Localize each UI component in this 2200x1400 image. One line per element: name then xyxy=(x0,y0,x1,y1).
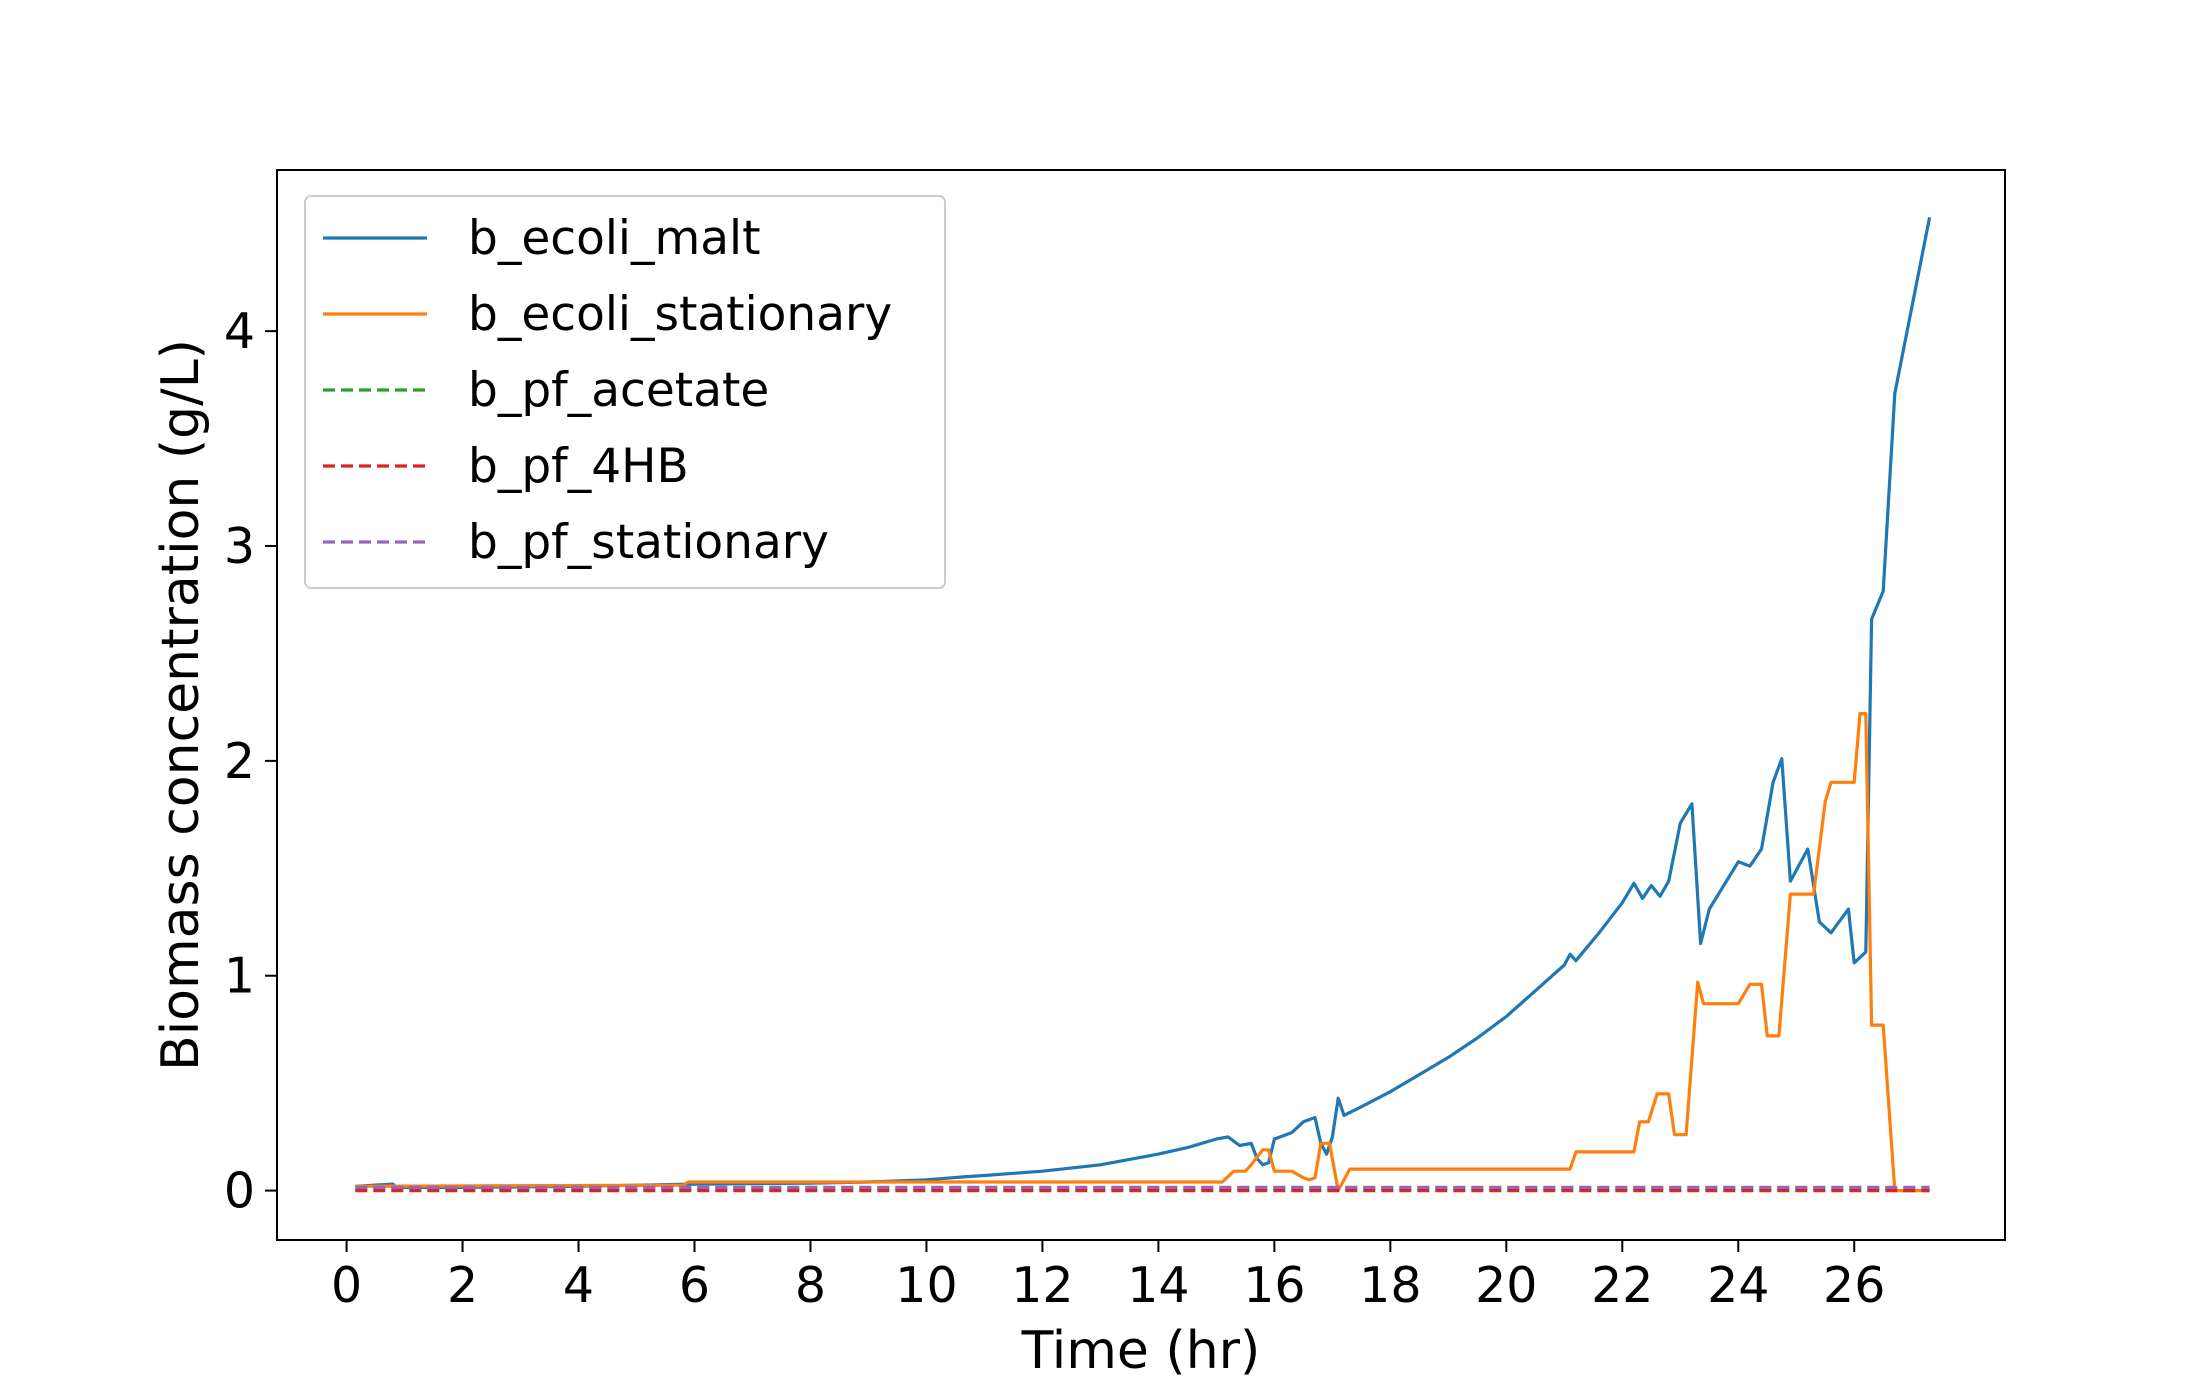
x-tick-label: 14 xyxy=(1127,1257,1189,1314)
legend-entry-label: b_pf_4HB xyxy=(468,439,689,494)
y-tick-label: 2 xyxy=(224,733,255,790)
x-tick-label: 20 xyxy=(1475,1257,1537,1314)
x-tick-label: 6 xyxy=(679,1257,710,1314)
x-tick-label: 24 xyxy=(1707,1257,1769,1314)
series-line-b-ecoli-malt xyxy=(355,216,1932,1190)
legend-entry-label: b_pf_acetate xyxy=(468,363,769,418)
legend-entry-label: b_ecoli_stationary xyxy=(468,287,892,342)
legend: b_ecoli_malt b_ecoli_stationary b_pf_aceta… xyxy=(304,195,946,589)
plot-area xyxy=(355,216,1932,1193)
x-tick-label: 18 xyxy=(1359,1257,1421,1314)
y-axis: 0 1 2 3 4 xyxy=(224,303,277,1220)
x-tick-label: 2 xyxy=(447,1257,478,1314)
y-tick-label: 0 xyxy=(224,1163,255,1220)
x-tick-label: 12 xyxy=(1011,1257,1073,1314)
x-tick-label: 26 xyxy=(1823,1257,1885,1314)
legend-entry-label: b_ecoli_malt xyxy=(468,211,761,266)
x-axis: 0 2 4 6 8 10 12 14 16 18 20 22 24 26 xyxy=(331,1240,1885,1314)
x-tick-label: 10 xyxy=(895,1257,957,1314)
axes-frame xyxy=(276,169,2006,1241)
x-tick-label: 22 xyxy=(1591,1257,1653,1314)
x-tick-label: 0 xyxy=(331,1257,362,1314)
x-tick-label: 4 xyxy=(563,1257,594,1314)
y-tick-label: 1 xyxy=(224,948,255,1005)
legend-entry-label: b_pf_stationary xyxy=(468,515,829,570)
series-line-b-ecoli-stationary xyxy=(355,711,1930,1193)
x-axis-label: Time (hr) xyxy=(1021,1321,1261,1381)
legend-box xyxy=(304,195,946,589)
y-tick-label: 4 xyxy=(224,303,255,360)
x-tick-label: 16 xyxy=(1243,1257,1305,1314)
x-tick-label: 8 xyxy=(795,1257,826,1314)
y-tick-label: 3 xyxy=(224,518,255,575)
y-axis-label: Biomass concentration (g/L) xyxy=(151,339,211,1071)
